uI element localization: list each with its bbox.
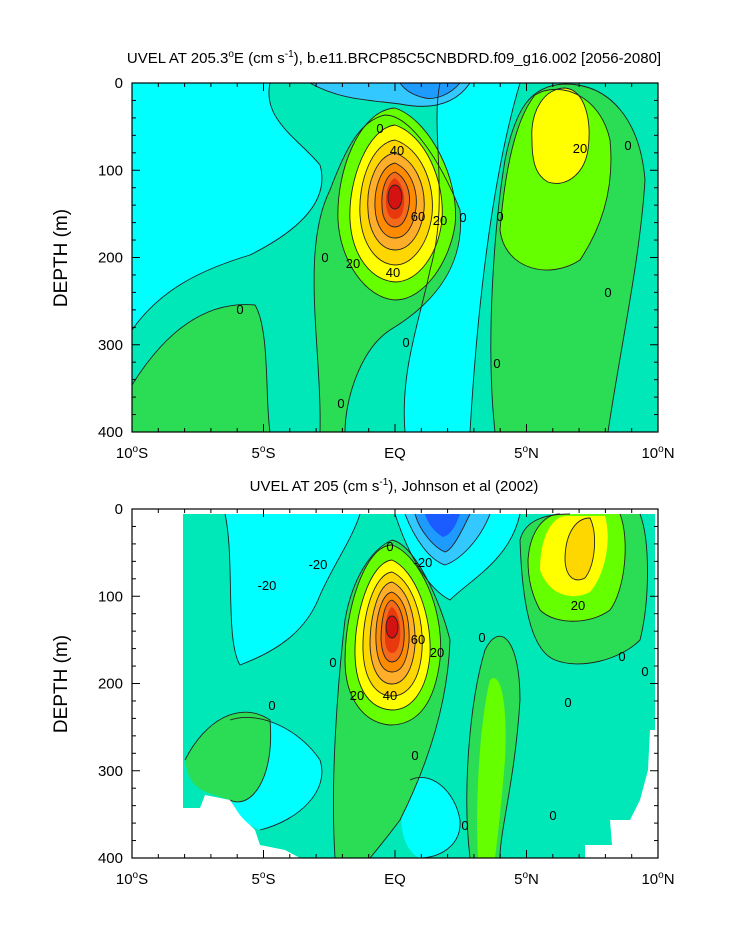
bottom-contour-label: 0 xyxy=(411,748,418,763)
bottom-contour-label: 0 xyxy=(386,539,393,554)
top-contour-label: 0 xyxy=(496,209,503,224)
bottom-contour-label: 20 xyxy=(571,598,585,613)
top-contour-label: 40 xyxy=(386,265,400,280)
top-contour-lines xyxy=(132,83,646,432)
top-y-axis-label: DEPTH (m) xyxy=(51,209,72,307)
top-y-tick-label: 400 xyxy=(98,424,123,441)
top-y-tick-label: 300 xyxy=(98,337,123,354)
bottom-contour-label: 0 xyxy=(478,630,485,645)
bottom-contour-label: -20 xyxy=(309,557,328,572)
top-band-pos-southwest xyxy=(132,304,270,432)
top-y-tick-label: 0 xyxy=(115,75,123,92)
top-x-tick-label: 10oS xyxy=(116,444,148,462)
top-band-neg-west xyxy=(132,83,322,330)
top-contour-label: 0 xyxy=(236,302,243,317)
bottom-contour-lines xyxy=(184,513,648,858)
bottom-contour-label: 20 xyxy=(350,688,364,703)
top-y-tick-label: 200 xyxy=(98,250,123,267)
bottom-x-tick-label: 10oN xyxy=(641,870,674,888)
bottom-y-tick-label: 100 xyxy=(98,588,123,605)
bottom-contour-label: 0 xyxy=(564,695,571,710)
bottom-contour-label: 40 xyxy=(383,688,397,703)
top-x-tick-label: 5oS xyxy=(252,444,276,462)
top-contour-label: 20 xyxy=(573,141,587,156)
top-contour-label: 0 xyxy=(402,335,409,350)
top-band-euc-90 xyxy=(388,185,402,209)
top-chart-title: UVEL AT 205.3oE (cm s-1), b.e11.BRCP85C5… xyxy=(127,49,661,67)
top-contour-label: 40 xyxy=(390,143,404,158)
top-contour-label: 0 xyxy=(376,121,383,136)
bottom-y-axis-label: DEPTH (m) xyxy=(51,635,72,733)
top-y-tick-label: 100 xyxy=(98,162,123,179)
bottom-x-tick-label: 5oN xyxy=(514,870,539,888)
top-contour-label: 0 xyxy=(337,396,344,411)
bottom-contour-label: 0 xyxy=(549,808,556,823)
bottom-x-tick-label: 5oS xyxy=(252,870,276,888)
bottom-contour-label: 0 xyxy=(329,655,336,670)
top-contour-label: 0 xyxy=(321,250,328,265)
bottom-y-tick-label: 200 xyxy=(98,676,123,693)
bottom-band-neg-deep-center xyxy=(401,777,461,858)
bottom-band-neg-west xyxy=(225,514,360,665)
bottom-contour-label: 0 xyxy=(461,818,468,833)
bottom-band-pos-north-core xyxy=(565,518,595,580)
bottom-contour-label: 0 xyxy=(618,649,625,664)
top-contour-label: 60 xyxy=(411,209,425,224)
top-contour-label: 0 xyxy=(459,210,466,225)
top-band-neg-center xyxy=(404,83,520,432)
top-contour-label: 20 xyxy=(433,213,447,228)
bottom-y-tick-label: 400 xyxy=(98,850,123,867)
top-contour-labels: 0 40 60 20 20 0 40 0 0 20 0 0 0 0 0 0 xyxy=(236,121,631,411)
bottom-contour-label: 0 xyxy=(641,664,648,679)
bottom-x-tick-label: 10oS xyxy=(116,870,148,888)
bottom-band-pos-mid-20 xyxy=(477,678,506,858)
bottom-y-tick-label: 0 xyxy=(115,501,123,518)
bottom-band-pos-southwest xyxy=(185,712,271,802)
top-contour-label: 0 xyxy=(624,138,631,153)
top-x-tick-label: 10oN xyxy=(641,444,674,462)
bottom-x-tick-label: EQ xyxy=(384,871,406,888)
top-x-tick-label: EQ xyxy=(384,445,406,462)
bottom-contour-label: 20 xyxy=(430,645,444,660)
bottom-contour-label: -20 xyxy=(414,555,433,570)
bottom-contour-label: 0 xyxy=(268,698,275,713)
top-band-pos-north-core xyxy=(531,88,590,184)
bottom-contour-labels: -20 -20 0 -20 60 20 40 20 0 20 0 0 0 0 0… xyxy=(258,539,649,833)
top-contour-label: 0 xyxy=(604,285,611,300)
bottom-contour-field: -20 -20 0 -20 60 20 40 20 0 20 0 0 0 0 0… xyxy=(183,513,655,858)
bottom-band-neg-surface-core xyxy=(425,514,460,537)
bottom-chart-title: UVEL AT 205 (cm s-1), Johnson et al (200… xyxy=(250,477,539,495)
bottom-contour-label: -20 xyxy=(258,578,277,593)
bottom-band-euc-90 xyxy=(386,616,398,638)
bottom-y-tick-label: 300 xyxy=(98,763,123,780)
top-x-tick-label: 5oN xyxy=(514,444,539,462)
top-contour-label: 20 xyxy=(346,256,360,271)
top-contour-field: 0 40 60 20 20 0 40 0 0 20 0 0 0 0 0 0 xyxy=(132,83,658,432)
top-contour-label: 0 xyxy=(493,356,500,371)
bottom-contour-label: 60 xyxy=(411,632,425,647)
